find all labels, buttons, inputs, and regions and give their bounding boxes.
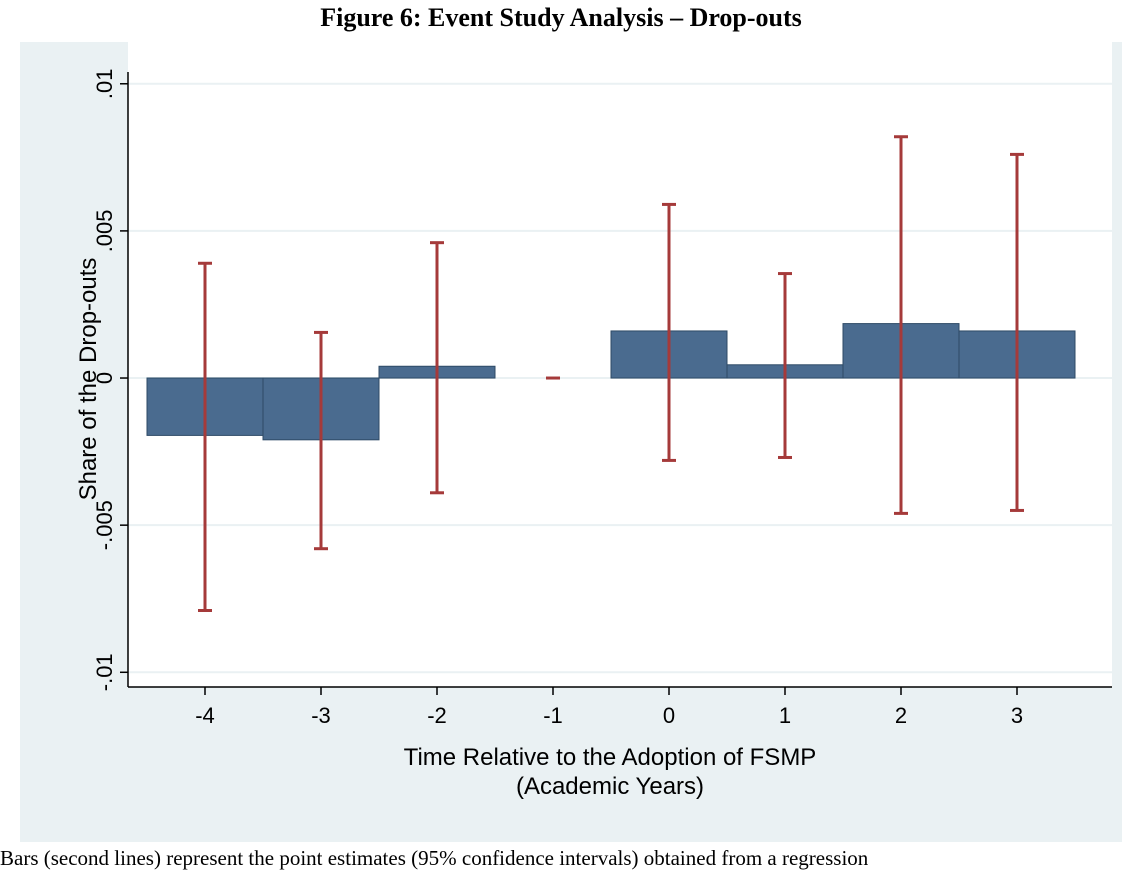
x-tick-label-1: 1 <box>779 703 791 728</box>
x-tick-label--4: -4 <box>195 703 215 728</box>
x-tick-label--1: -1 <box>543 703 563 728</box>
axes: .01 .005 0 -.005 -.01 -4 -3 -2 -1 0 1 2 3 <box>92 68 1112 728</box>
y-axis-title: Share of the Drop-outs <box>75 258 102 501</box>
x-axis-subtitle: (Academic Years) <box>516 773 704 800</box>
y-tick-label-4: -.01 <box>92 653 117 691</box>
y-tick-label-1: .005 <box>92 209 117 252</box>
figure-title: Figure 6: Event Study Analysis – Drop-ou… <box>320 3 802 32</box>
x-tick-label-3: 3 <box>1011 703 1023 728</box>
x-tick-label--3: -3 <box>311 703 331 728</box>
confidence-intervals <box>198 135 1024 612</box>
x-tick-label--2: -2 <box>427 703 447 728</box>
y-tick-label-0: .01 <box>92 68 117 99</box>
x-tick-label-2: 2 <box>895 703 907 728</box>
y-tick-label-2: 0 <box>92 372 117 384</box>
y-tick-label-3: -.005 <box>92 500 117 550</box>
figure-caption: Bars (second lines) represent the point … <box>0 846 869 870</box>
x-tick-label-0: 0 <box>663 703 675 728</box>
x-axis-title: Time Relative to the Adoption of FSMP <box>404 744 817 771</box>
plot-panel: .01 .005 0 -.005 -.01 -4 -3 -2 -1 0 1 2 3 Share of t… <box>20 42 1122 842</box>
event-study-chart: .01 .005 0 -.005 -.01 -4 -3 -2 -1 0 1 2 3 Share of t… <box>75 42 1112 800</box>
